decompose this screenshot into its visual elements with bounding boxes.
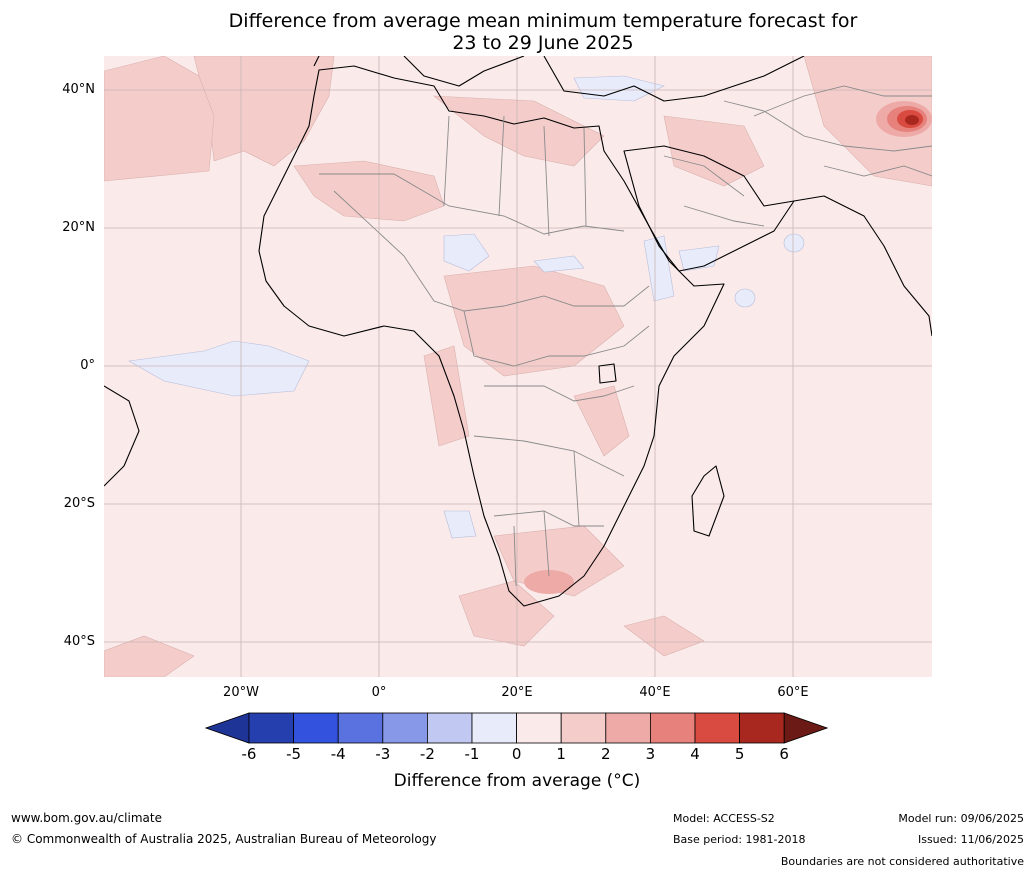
- anomaly-hot-regions: [524, 101, 932, 594]
- west-coast-warm: [423, 345, 470, 447]
- colorbar-tick-label: -4: [330, 745, 346, 763]
- chad-cool: [533, 255, 585, 273]
- colorbar-tick-label: 1: [556, 745, 566, 763]
- colorbar-segment: [516, 712, 562, 744]
- southern-ocean-warm: [104, 635, 195, 677]
- colorbar-tick-label: 5: [734, 745, 745, 763]
- coastlines: [104, 56, 932, 607]
- oman-cool: [783, 233, 805, 253]
- colorbar-tick-label: -1: [464, 745, 480, 763]
- colorbar-extend-high: [783, 712, 829, 744]
- footer-model-run: Model run: 09/06/2025: [898, 812, 1024, 825]
- lat-label-40n: 40°N: [62, 82, 95, 97]
- asia-warm: [803, 56, 932, 187]
- footer-disclaimer: Boundaries are not considered authoritat…: [780, 855, 1024, 868]
- footer-issued: Issued: 11/06/2025: [917, 833, 1024, 846]
- colorbar-segment: [605, 712, 651, 744]
- sahara-warm: [293, 160, 445, 222]
- arabia-coastline: [623, 145, 795, 272]
- lon-label-0: 0°: [371, 685, 387, 700]
- lake-victoria: [598, 363, 617, 384]
- footer-site: www.bom.gov.au/climate: [11, 811, 162, 825]
- footer-base-period: Base period: 1981-2018: [673, 833, 806, 846]
- colorbar-segment: [382, 712, 428, 744]
- mediterranean-warm: [433, 95, 605, 167]
- colorbar-segment: [471, 712, 517, 744]
- title-line-2: 23 to 29 June 2025: [452, 32, 634, 54]
- lat-label-20n: 20°N: [62, 220, 95, 235]
- sahara-west-warm: [104, 56, 215, 182]
- map-title: Difference from average mean minimum tem…: [0, 10, 1035, 54]
- graticule: [104, 56, 932, 677]
- lon-label-60e: 60°E: [777, 685, 809, 700]
- colorbar-tick-label: -6: [241, 745, 257, 763]
- colorbar-segment: [293, 712, 339, 744]
- madagascar-coastline: [691, 465, 725, 537]
- equatorial-atlantic-cool: [128, 340, 310, 397]
- colorbar-segment: [426, 712, 473, 744]
- somalia-cool: [734, 288, 756, 308]
- tibet-hot-4: [905, 115, 919, 125]
- lon-label-20e: 20°E: [501, 685, 533, 700]
- colorbar-tick-label: 4: [690, 745, 700, 763]
- east-africa-warm: [573, 385, 630, 457]
- arabian-cool: [678, 245, 720, 272]
- asia-coastline: [793, 195, 932, 337]
- lat-label-0: 0°: [80, 358, 95, 373]
- south-africa-hot: [524, 570, 574, 594]
- lat-label-20s: 20°S: [63, 496, 95, 511]
- colorbar-segment: [337, 712, 384, 744]
- colorbar-segment: [248, 712, 294, 744]
- colorbar-tick-label: -5: [286, 745, 302, 763]
- colorbar-tick-label: 3: [645, 745, 656, 763]
- anomaly-warm-regions: [104, 56, 932, 677]
- colorbar-segment: [649, 712, 696, 744]
- colorbar-tick-label: -2: [419, 745, 435, 763]
- colorbar-label: Difference from average (°C): [393, 771, 641, 791]
- country-borders: [319, 85, 932, 587]
- footer-copyright: © Commonwealth of Australia 2025, Austra…: [11, 832, 437, 846]
- colorbar-extend-low: [205, 712, 250, 744]
- africa-coastline: [258, 65, 725, 607]
- colorbar-tick-label: 6: [779, 745, 789, 763]
- lat-label-40s: 40°S: [63, 634, 95, 649]
- forecast-map: [104, 56, 932, 677]
- south-america-coastline: [104, 385, 140, 487]
- lon-label-20w: 20°W: [223, 685, 259, 700]
- colorbar-segment: [694, 712, 740, 744]
- colorbar-tick-label: -3: [375, 745, 391, 763]
- south-atlantic-warm: [458, 580, 555, 647]
- footer-model: Model: ACCESS-S2: [673, 812, 775, 825]
- lon-label-40e: 40°E: [639, 685, 671, 700]
- colorbar-segment: [560, 712, 607, 744]
- colorbar-tick-label: 0: [511, 745, 522, 763]
- southern-ocean-warm-2: [623, 615, 705, 657]
- europe-coastline: [313, 56, 805, 102]
- title-line-1: Difference from average mean minimum tem…: [228, 10, 858, 32]
- colorbar-segment: [739, 712, 785, 744]
- red-sea-cool: [643, 235, 675, 302]
- sahel-cool: [443, 233, 490, 272]
- colorbar: [205, 712, 829, 744]
- namibia-cool: [443, 510, 477, 539]
- colorbar-tick-label: 2: [601, 745, 611, 763]
